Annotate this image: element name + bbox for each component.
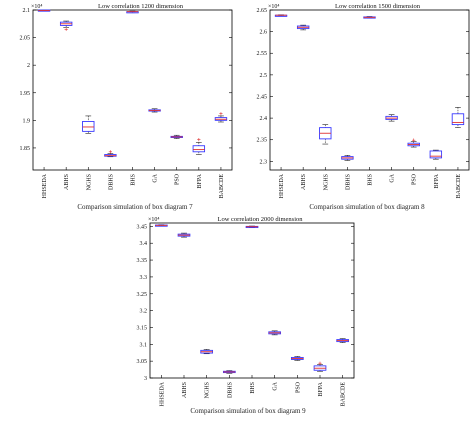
x-tick-label: DBHS: [345, 174, 351, 190]
x-tick-label: HHSEDA: [42, 173, 48, 198]
y-tick-label: 2.5: [260, 73, 268, 79]
axis-exponent-label: ×10⁴: [31, 4, 42, 10]
chart-panel-1: Low correlation 1200 dimension ×10⁴ 1.85 1.…: [0, 0, 237, 205]
chart-panel-3: Low correlation 2000 dimension ×10⁴ 3 3.05 3…: [118, 213, 358, 413]
axis-exponent-label: ×10⁴: [268, 4, 279, 10]
x-tick-label: DBHS: [108, 174, 114, 190]
y-tick-label: 2: [27, 63, 30, 69]
y-tick-label: 3.25: [137, 292, 148, 298]
box-body: [451, 113, 465, 126]
x-tick-label: BABCDE: [341, 382, 347, 407]
x-tick-label: PSO: [412, 173, 418, 185]
axis-exponent-label: ×10⁴: [148, 217, 159, 223]
x-tick-label: ABHS: [182, 382, 188, 398]
x-tick-label: PSO: [295, 381, 301, 393]
outlier-marker: [318, 361, 322, 365]
y-tick-label: 2.45: [257, 94, 268, 100]
y-tick-label: 3.1: [140, 342, 148, 348]
x-tick-label: BABCDE: [219, 174, 225, 199]
x-tick-label: BABCDE: [456, 174, 462, 199]
y-tick-label: 2.3: [260, 159, 268, 165]
chart-caption-3: Comparison simulation of box diagram 9: [190, 407, 306, 415]
x-tick-label: DBHS: [227, 382, 233, 398]
chart-panel-2: Low correlation 1500 dimension ×10⁴ 2.3 2.3…: [237, 0, 474, 205]
x-tick-label: NGHS: [205, 382, 211, 398]
chart-caption-1: Comparison simulation of box diagram 7: [77, 203, 193, 211]
x-tick-label: GA: [390, 173, 396, 182]
x-tick-label: PSO: [175, 173, 181, 185]
box-body: [82, 120, 95, 132]
outlier-marker: [197, 138, 201, 142]
y-tick-label: 1.95: [20, 91, 31, 97]
y-tick-label: 3.15: [137, 325, 148, 331]
x-tick-label: BHS: [131, 174, 137, 186]
chart-caption-2: Comparison simulation of box diagram 8: [309, 203, 425, 211]
box-chart-1500: Low correlation 1500 dimension ×10⁴ 2.3 2.3…: [257, 3, 470, 199]
plot-frame: [269, 9, 470, 171]
outlier-marker: [219, 112, 223, 116]
box-chart-1200: Low correlation 1200 dimension ×10⁴ 1.85 1.…: [20, 3, 233, 199]
y-tick-label: 2.55: [257, 51, 268, 57]
x-tick-label: NGHS: [86, 174, 92, 190]
chart-title: Low correlation 2000 dimension: [217, 216, 303, 223]
x-tick-label: NGHS: [323, 174, 329, 190]
box-body: [429, 150, 443, 159]
x-tick-label: BHS: [250, 382, 256, 394]
y-tick-label: 3.4: [140, 241, 148, 247]
x-tick-label: BFPA: [318, 381, 324, 396]
x-tick-label: GA: [273, 381, 279, 390]
y-tick-label: 2.4: [260, 116, 268, 122]
y-tick-label: 3.05: [137, 359, 148, 365]
x-tick-label: BHS: [368, 174, 374, 186]
outlier-marker: [412, 138, 416, 142]
box-body: [192, 145, 206, 153]
y-tick-label: 2.05: [20, 36, 31, 42]
x-tick-label: ABHS: [301, 174, 307, 190]
chart-title: Low correlation 1500 dimension: [335, 3, 421, 10]
y-tick-label: 2.35: [257, 138, 268, 144]
y-tick-label: 3.2: [140, 309, 148, 315]
x-tick-label: HHSEDA: [159, 381, 165, 406]
y-tick-label: 2.65: [257, 8, 268, 14]
y-tick-label: 3.3: [140, 275, 148, 281]
y-tick-label: 3.35: [137, 258, 148, 264]
y-tick-label: 1.9: [23, 118, 31, 124]
outlier-marker: [64, 27, 68, 31]
x-tick-label: GA: [153, 173, 159, 182]
y-tick-label: 2.1: [23, 8, 31, 14]
x-tick-label: ABHS: [64, 174, 70, 190]
box-chart-2000: Low correlation 2000 dimension ×10⁴ 3 3.05 3…: [137, 216, 355, 407]
x-tick-label: BFPA: [197, 173, 203, 188]
y-tick-label: 2.6: [260, 30, 268, 36]
y-tick-label: 1.85: [20, 146, 31, 152]
outlier-marker: [108, 150, 112, 154]
y-tick-label: 3.45: [137, 224, 148, 230]
x-tick-label: HHSEDA: [279, 173, 285, 198]
chart-title: Low correlation 1200 dimension: [98, 3, 184, 10]
y-tick-label: 3: [144, 376, 147, 382]
plot-frame: [149, 222, 355, 379]
x-tick-label: BFPA: [434, 173, 440, 188]
box-body: [177, 233, 191, 237]
